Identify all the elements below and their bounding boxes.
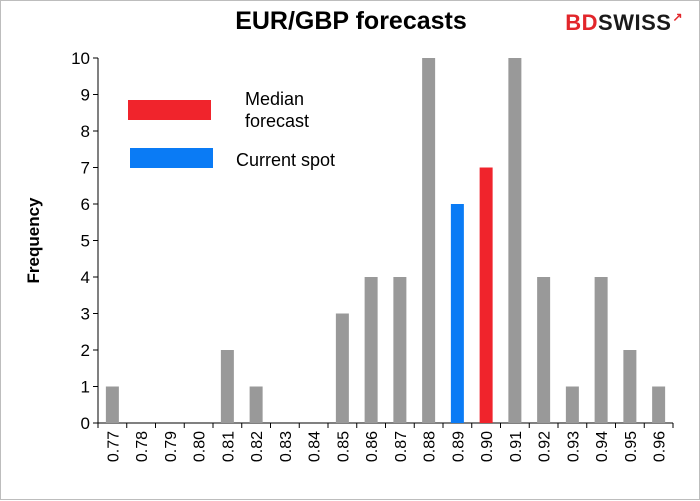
x-tick-label: 0.93: [565, 431, 582, 462]
y-tick-label: 3: [81, 305, 90, 324]
y-tick-label: 1: [81, 378, 90, 397]
x-tick-label: 0.86: [364, 431, 381, 462]
bar: [450, 204, 464, 423]
x-tick-label: 0.79: [163, 431, 180, 462]
x-tick-label: 0.78: [134, 431, 151, 462]
y-tick-label: 8: [81, 122, 90, 141]
bar: [393, 277, 407, 423]
x-tick-label: 0.91: [508, 431, 525, 462]
bar: [364, 277, 378, 423]
bar: [508, 58, 522, 423]
x-tick-label: 0.85: [335, 431, 352, 462]
x-tick-label: 0.82: [249, 431, 266, 462]
x-tick-label: 0.81: [220, 431, 237, 462]
x-tick-label: 0.88: [422, 431, 439, 462]
x-tick-label: 0.89: [450, 431, 467, 462]
x-tick-label: 0.87: [393, 431, 410, 462]
logo-part-swiss: SWISS: [598, 10, 672, 35]
x-tick-label: 0.90: [479, 431, 496, 462]
y-tick-label: 6: [81, 195, 90, 214]
bar: [335, 313, 349, 423]
y-tick-label: 9: [81, 86, 90, 105]
bar: [479, 167, 493, 423]
brand-logo: BDSWISS↗: [565, 10, 683, 36]
y-tick-label: 10: [71, 49, 90, 68]
y-tick-label: 0: [81, 414, 90, 433]
x-tick-label: 0.95: [623, 431, 640, 462]
bar: [422, 58, 436, 423]
bar: [105, 386, 119, 423]
x-tick-label: 0.96: [652, 431, 669, 462]
bar: [623, 350, 637, 423]
bar: [537, 277, 551, 423]
bar: [652, 386, 666, 423]
x-tick-label: 0.92: [537, 431, 554, 462]
y-tick-label: 5: [81, 232, 90, 251]
chart-title: EUR/GBP forecasts: [235, 7, 467, 35]
bar: [249, 386, 263, 423]
y-tick-label: 4: [81, 268, 90, 287]
legend-label: Median: [245, 89, 304, 109]
y-tick-label: 2: [81, 341, 90, 360]
x-tick-label: 0.83: [278, 431, 295, 462]
y-axis-title: Frequency: [24, 197, 43, 284]
logo-arrow-icon: ↗: [672, 10, 683, 24]
bar: [220, 350, 234, 423]
bar: [594, 277, 608, 423]
legend-swatch: [130, 148, 213, 168]
x-tick-label: 0.84: [307, 431, 324, 462]
legend-swatch: [128, 100, 211, 120]
x-tick-label: 0.80: [192, 431, 209, 462]
x-tick-label: 0.77: [105, 431, 122, 462]
y-tick-label: 7: [81, 159, 90, 178]
legend-label: forecast: [245, 111, 309, 131]
x-tick-label: 0.94: [594, 431, 611, 462]
logo-part-bd: BD: [565, 10, 599, 35]
bar: [565, 386, 579, 423]
legend-label: Current spot: [236, 150, 335, 170]
